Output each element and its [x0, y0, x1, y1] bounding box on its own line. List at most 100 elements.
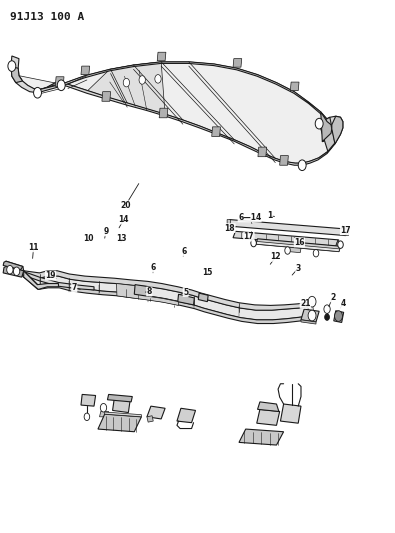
- Polygon shape: [147, 416, 153, 422]
- Polygon shape: [256, 239, 340, 252]
- Polygon shape: [98, 414, 141, 432]
- Polygon shape: [258, 402, 279, 411]
- Polygon shape: [159, 108, 168, 118]
- Polygon shape: [198, 293, 208, 302]
- Polygon shape: [134, 285, 149, 296]
- Polygon shape: [280, 404, 301, 423]
- Text: 15: 15: [203, 269, 213, 277]
- Polygon shape: [24, 271, 58, 289]
- Text: 14: 14: [118, 215, 129, 224]
- Text: 1: 1: [267, 212, 273, 220]
- Circle shape: [251, 239, 256, 247]
- Text: 5: 5: [183, 288, 188, 296]
- Polygon shape: [38, 284, 315, 324]
- Text: 8: 8: [147, 287, 152, 296]
- Polygon shape: [336, 240, 339, 246]
- Polygon shape: [258, 147, 267, 157]
- Text: 20: 20: [120, 201, 131, 209]
- Polygon shape: [256, 241, 340, 252]
- Polygon shape: [233, 59, 242, 67]
- Circle shape: [308, 310, 316, 321]
- Polygon shape: [81, 66, 90, 75]
- Circle shape: [100, 403, 107, 412]
- Circle shape: [298, 160, 306, 171]
- Text: 3: 3: [295, 264, 301, 272]
- Text: 6: 6: [150, 263, 156, 272]
- Polygon shape: [177, 408, 196, 423]
- Text: 17: 17: [340, 226, 351, 235]
- Text: 9: 9: [103, 227, 109, 236]
- Polygon shape: [147, 406, 165, 419]
- Circle shape: [57, 80, 65, 91]
- Polygon shape: [88, 62, 165, 116]
- Text: 19: 19: [45, 271, 56, 280]
- Text: 10: 10: [83, 234, 93, 243]
- Polygon shape: [301, 320, 316, 324]
- Text: 7: 7: [71, 284, 77, 292]
- Circle shape: [335, 311, 342, 321]
- Polygon shape: [102, 92, 111, 101]
- Circle shape: [308, 296, 316, 307]
- Polygon shape: [288, 247, 301, 253]
- Circle shape: [8, 61, 16, 71]
- Text: 2: 2: [330, 293, 335, 302]
- Text: 6—14: 6—14: [238, 213, 261, 222]
- Circle shape: [338, 241, 343, 248]
- Text: 91J13 100 A: 91J13 100 A: [10, 12, 84, 22]
- Polygon shape: [301, 309, 319, 322]
- Circle shape: [315, 118, 323, 129]
- Circle shape: [123, 78, 130, 87]
- Circle shape: [13, 267, 20, 276]
- Circle shape: [34, 87, 41, 98]
- Circle shape: [7, 265, 13, 274]
- Polygon shape: [346, 229, 349, 236]
- Circle shape: [325, 314, 329, 320]
- Polygon shape: [9, 268, 94, 290]
- Circle shape: [285, 247, 290, 254]
- Polygon shape: [11, 67, 23, 83]
- Polygon shape: [257, 409, 280, 425]
- Text: 12: 12: [271, 253, 281, 261]
- Circle shape: [155, 75, 161, 83]
- Polygon shape: [157, 52, 166, 61]
- Polygon shape: [178, 294, 194, 305]
- Polygon shape: [100, 411, 109, 417]
- Polygon shape: [227, 220, 231, 226]
- Text: 21: 21: [300, 300, 310, 308]
- Text: 4: 4: [340, 300, 346, 308]
- Polygon shape: [117, 284, 179, 305]
- Circle shape: [84, 413, 90, 421]
- Polygon shape: [107, 394, 132, 402]
- Text: 11: 11: [28, 243, 39, 252]
- Text: 18: 18: [225, 224, 235, 232]
- Polygon shape: [6, 261, 313, 310]
- Circle shape: [313, 249, 319, 257]
- Text: 16: 16: [294, 238, 305, 247]
- Polygon shape: [280, 156, 288, 165]
- Polygon shape: [227, 220, 348, 236]
- Polygon shape: [239, 429, 284, 445]
- Polygon shape: [11, 56, 343, 165]
- Polygon shape: [6, 261, 24, 271]
- Text: 6: 6: [182, 247, 187, 256]
- Polygon shape: [19, 62, 335, 163]
- Polygon shape: [61, 62, 332, 142]
- Polygon shape: [9, 268, 314, 320]
- Circle shape: [324, 305, 330, 313]
- Polygon shape: [321, 112, 332, 142]
- Polygon shape: [334, 311, 344, 322]
- Circle shape: [139, 76, 145, 84]
- Polygon shape: [3, 266, 24, 277]
- Polygon shape: [3, 261, 23, 270]
- Polygon shape: [105, 412, 141, 417]
- Polygon shape: [113, 397, 130, 413]
- Polygon shape: [81, 394, 96, 406]
- Polygon shape: [332, 116, 343, 144]
- Polygon shape: [233, 231, 338, 246]
- Polygon shape: [290, 82, 299, 91]
- Polygon shape: [212, 127, 220, 136]
- Text: 17: 17: [244, 232, 254, 241]
- Text: 13: 13: [117, 234, 127, 243]
- Polygon shape: [55, 77, 64, 86]
- Polygon shape: [319, 117, 335, 151]
